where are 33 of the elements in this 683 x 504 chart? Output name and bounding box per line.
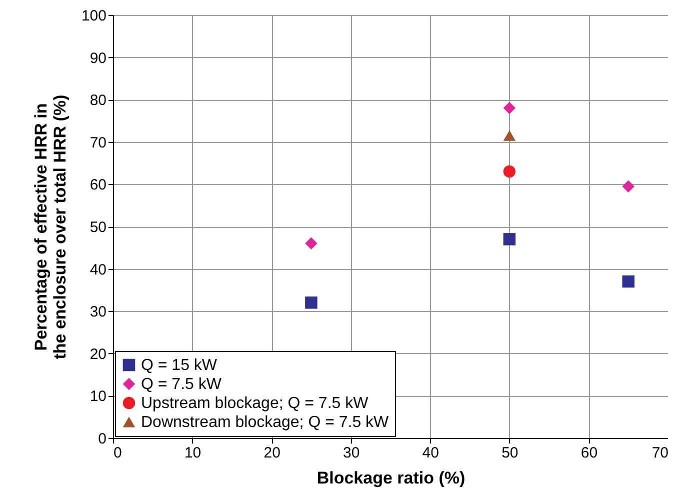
point bbox=[503, 165, 516, 178]
point bbox=[305, 237, 318, 250]
point bbox=[622, 180, 634, 192]
point bbox=[503, 102, 516, 114]
x-tick-label: 20 bbox=[264, 444, 280, 462]
y-tick-label: 50 bbox=[90, 219, 106, 236]
y-tick-label: 60 bbox=[90, 176, 106, 194]
x-axis-title: Blockage ratio (%) bbox=[316, 468, 466, 488]
point bbox=[622, 275, 634, 288]
legend-label: Upstream blockage; Q = 7.5 kW bbox=[141, 395, 370, 412]
y-tick-label: 80 bbox=[90, 92, 106, 110]
y-tick-label: 70 bbox=[90, 134, 106, 152]
y-tick-label: 0 bbox=[98, 430, 106, 448]
point bbox=[305, 296, 318, 309]
y-tick-label: 100 bbox=[81, 8, 106, 24]
x-tick-label: 0 bbox=[114, 444, 122, 462]
y-tick-label: 10 bbox=[90, 388, 106, 406]
y-tick-label: 30 bbox=[90, 304, 106, 321]
x-tick-label: 50 bbox=[502, 444, 518, 462]
x-tick-label: 30 bbox=[343, 444, 360, 462]
y-tick-label: 40 bbox=[90, 261, 106, 278]
x-tick-label: 40 bbox=[422, 444, 439, 462]
x-tick-label: 70 bbox=[652, 444, 668, 462]
legend-label: Downstream blockage; Q = 7.5 kW bbox=[141, 414, 390, 431]
legend-label: Q = 7.5 kW bbox=[141, 376, 222, 393]
point bbox=[503, 130, 516, 141]
x-tick-label: 60 bbox=[580, 444, 598, 462]
y-tick-label: 20 bbox=[90, 346, 106, 363]
legend-label: Q = 15 kW bbox=[141, 357, 218, 374]
x-tick-label: 10 bbox=[184, 444, 202, 462]
y-tick-label: 90 bbox=[90, 50, 106, 67]
point bbox=[503, 233, 516, 246]
y-axis-title: Percentage of effective HRR in the enclosure over total HRR (%) bbox=[31, 94, 70, 360]
